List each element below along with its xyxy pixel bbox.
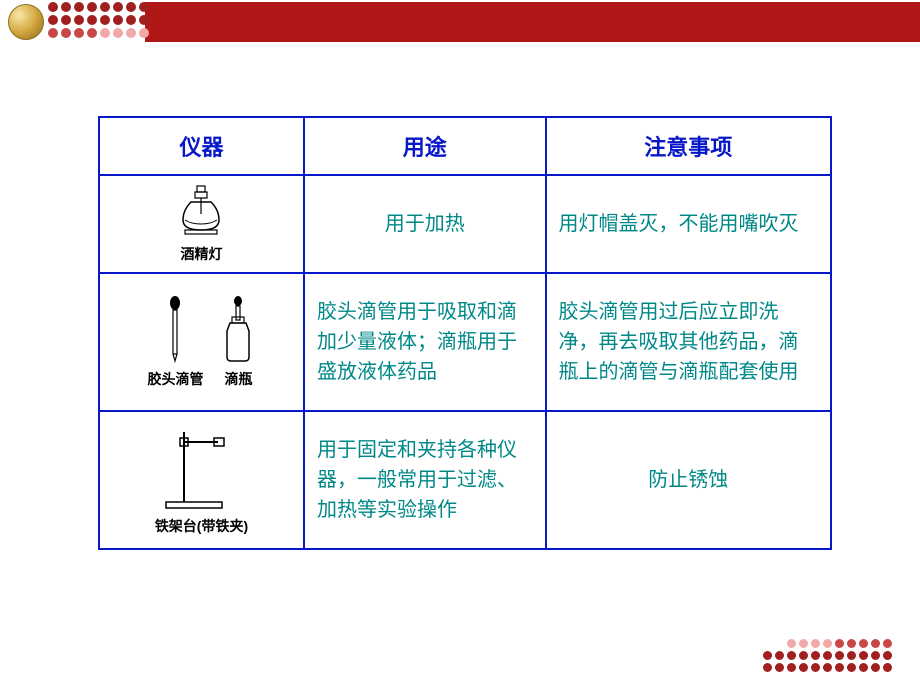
logo-area <box>0 0 145 48</box>
instrument-cell: 铁架台(带铁夹) <box>99 411 304 549</box>
note-cell: 胶头滴管用过后应立即洗净，再去吸取其他药品，滴瓶上的滴管与滴瓶配套使用 <box>546 273 832 411</box>
footer-dots <box>763 639 892 672</box>
instrument-cell: 胶头滴管 滴瓶 <box>99 273 304 411</box>
logo-icon <box>8 4 44 40</box>
header-dots <box>48 2 149 38</box>
usage-cell: 胶头滴管用于吸取和滴加少量液体；滴瓶用于盛放液体药品 <box>304 273 546 411</box>
instrument-cell: 酒精灯 <box>99 175 304 273</box>
dropper-icon <box>163 295 187 367</box>
table-header-row: 仪器 用途 注意事项 <box>99 117 831 175</box>
equipment-table: 仪器 用途 注意事项 酒精灯 用于加热 <box>98 116 832 550</box>
alcohol-lamp-icon <box>171 184 231 242</box>
instrument-label: 酒精灯 <box>112 244 291 264</box>
note-cell: 用灯帽盖灭，不能用嘴吹灭 <box>546 175 832 273</box>
header-instrument: 仪器 <box>99 117 304 175</box>
header-band <box>145 2 920 42</box>
note-cell: 防止锈蚀 <box>546 411 832 549</box>
table-row: 铁架台(带铁夹) 用于固定和夹持各种仪器，一般常用于过滤、加热等实验操作 防止锈… <box>99 411 831 549</box>
iron-stand-icon <box>156 424 246 514</box>
header-note: 注意事项 <box>546 117 832 175</box>
instrument-label: 滴瓶 <box>224 369 252 389</box>
table-row: 酒精灯 用于加热 用灯帽盖灭，不能用嘴吹灭 <box>99 175 831 273</box>
dropper-bottle-icon <box>221 295 255 367</box>
instrument-label: 胶头滴管 <box>147 369 203 389</box>
usage-cell: 用于固定和夹持各种仪器，一般常用于过滤、加热等实验操作 <box>304 411 546 549</box>
instrument-label: 铁架台(带铁夹) <box>112 516 291 536</box>
header-usage: 用途 <box>304 117 546 175</box>
usage-cell: 用于加热 <box>304 175 546 273</box>
table-row: 胶头滴管 滴瓶 胶头滴管用于吸取和滴加少量 <box>99 273 831 411</box>
header-bar <box>0 0 920 48</box>
content-area: 仪器 用途 注意事项 酒精灯 用于加热 <box>0 48 920 550</box>
